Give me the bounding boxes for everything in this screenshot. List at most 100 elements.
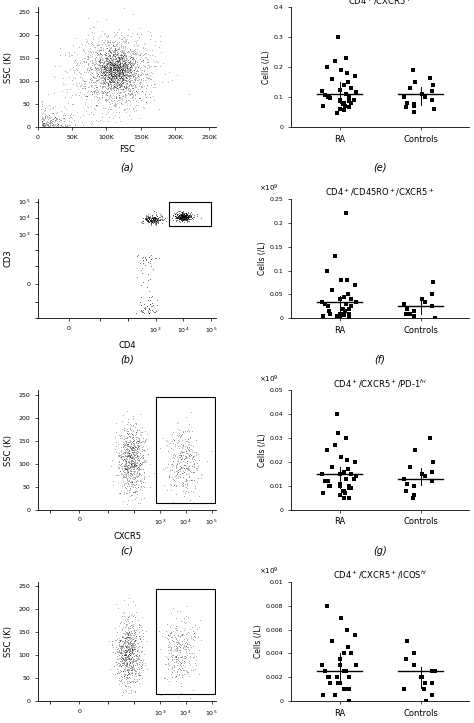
Point xyxy=(136,443,143,455)
Point xyxy=(120,60,128,72)
Point xyxy=(98,25,106,37)
Point xyxy=(173,669,181,680)
Point xyxy=(165,675,173,687)
Point xyxy=(189,466,197,477)
Point xyxy=(109,60,116,72)
Point xyxy=(106,56,114,67)
Point xyxy=(120,448,128,459)
Point xyxy=(135,654,143,665)
Point xyxy=(127,664,135,676)
Point xyxy=(49,113,56,124)
Point xyxy=(131,599,139,611)
Point xyxy=(125,476,133,487)
Point xyxy=(429,277,437,288)
Point xyxy=(120,422,128,433)
Point xyxy=(128,453,135,464)
Point xyxy=(110,82,118,93)
Point xyxy=(109,52,117,64)
Point xyxy=(55,115,63,127)
Point xyxy=(110,93,118,104)
Point xyxy=(109,59,116,71)
Point xyxy=(182,651,190,662)
Point xyxy=(49,120,56,132)
Point xyxy=(180,212,188,223)
Point xyxy=(137,80,145,92)
Point xyxy=(121,668,128,680)
Point xyxy=(324,475,332,487)
Point xyxy=(112,71,120,82)
Point xyxy=(148,300,155,312)
Point xyxy=(118,46,126,57)
Point xyxy=(130,444,137,455)
Point xyxy=(142,213,149,225)
Point xyxy=(145,215,152,227)
Point xyxy=(130,59,138,70)
Point xyxy=(135,468,143,479)
Point xyxy=(182,211,189,223)
Point xyxy=(112,59,120,71)
Point xyxy=(142,51,150,63)
Point xyxy=(178,447,186,458)
Point xyxy=(179,210,186,221)
Point xyxy=(158,217,166,228)
Point xyxy=(121,69,128,80)
Point xyxy=(111,58,119,69)
Point xyxy=(126,43,134,55)
Point xyxy=(57,119,64,131)
Point xyxy=(184,212,191,223)
Point xyxy=(137,94,145,106)
Point xyxy=(109,76,117,87)
Point xyxy=(120,439,128,450)
Point xyxy=(125,650,133,662)
Point xyxy=(98,61,105,72)
Point xyxy=(112,92,120,103)
Point xyxy=(109,82,117,94)
Point xyxy=(39,119,47,131)
Point xyxy=(151,213,159,224)
Point xyxy=(114,61,121,73)
Point xyxy=(131,459,138,471)
Point xyxy=(168,654,176,666)
Point xyxy=(126,630,133,641)
Point xyxy=(114,80,122,91)
Point xyxy=(168,654,176,665)
Point xyxy=(140,436,148,448)
Point xyxy=(120,51,128,63)
Point xyxy=(192,659,200,671)
Point xyxy=(117,655,124,667)
Point xyxy=(138,458,146,470)
Point xyxy=(127,465,134,476)
Point xyxy=(173,429,181,441)
Point xyxy=(96,94,104,106)
Point xyxy=(182,210,190,221)
Point xyxy=(141,212,149,223)
Point xyxy=(352,471,360,482)
Point xyxy=(173,604,181,616)
Point xyxy=(112,84,120,95)
Point xyxy=(120,80,128,92)
Point xyxy=(165,637,173,649)
Point xyxy=(120,636,128,648)
Point xyxy=(115,450,122,462)
Point xyxy=(97,62,105,74)
Point xyxy=(117,60,125,72)
Point xyxy=(103,63,110,74)
Point xyxy=(126,85,133,97)
Point xyxy=(108,62,116,74)
Point xyxy=(91,46,99,58)
Point xyxy=(98,67,106,79)
Point xyxy=(109,74,116,86)
Point xyxy=(113,76,120,87)
Point xyxy=(114,86,122,98)
Point xyxy=(71,119,79,130)
Point xyxy=(162,658,170,669)
Point xyxy=(110,36,118,48)
Point xyxy=(136,669,143,681)
Point xyxy=(125,610,133,622)
Point xyxy=(80,43,87,54)
Point xyxy=(109,38,117,50)
Point xyxy=(182,213,190,225)
Point xyxy=(122,658,130,669)
Point xyxy=(410,305,417,317)
Point xyxy=(77,67,84,79)
